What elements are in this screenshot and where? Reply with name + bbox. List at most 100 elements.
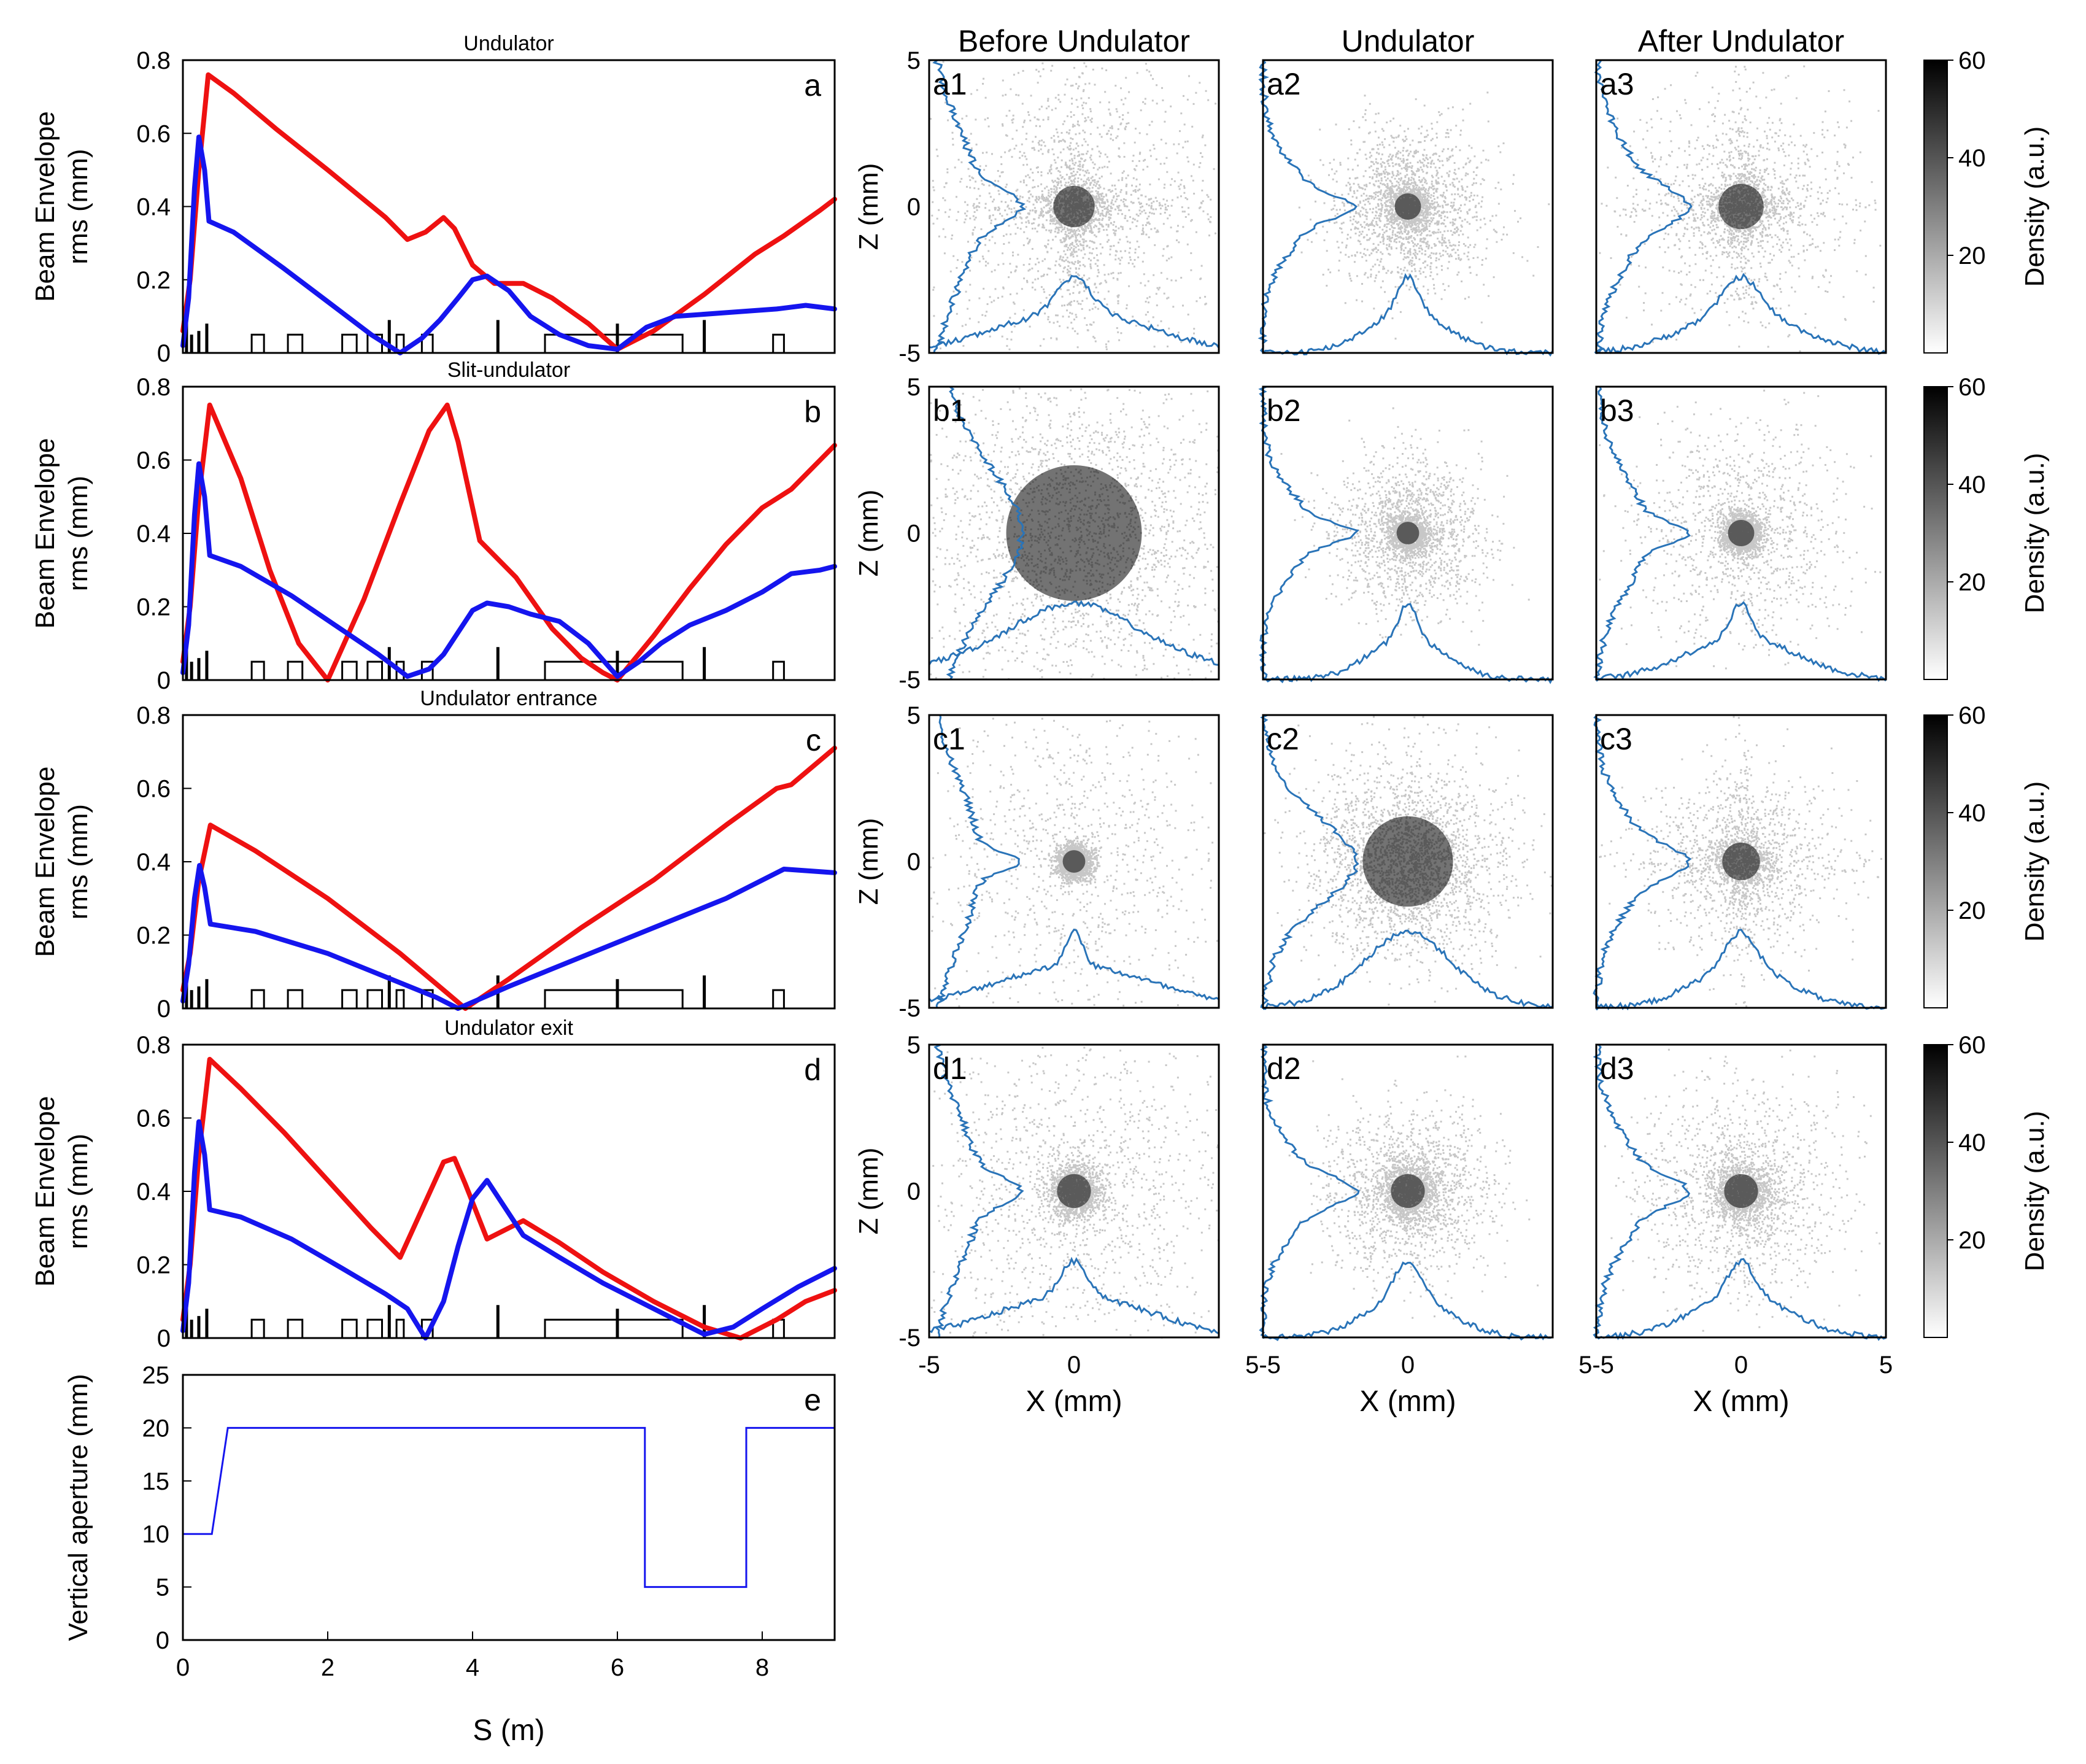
- y-axis-label: rms (mm): [63, 149, 93, 264]
- profile-x: [1262, 1261, 1553, 1341]
- panel-letter: d3: [1600, 1051, 1634, 1086]
- panel-letter: c1: [933, 722, 965, 756]
- colorbar-tick-label: 60: [1958, 1032, 1986, 1059]
- series-line-aperture: [183, 1426, 835, 1588]
- y-tick-label: 0.2: [136, 267, 171, 294]
- column-title: Undulator: [1342, 24, 1475, 58]
- series-line-blue: [180, 461, 837, 679]
- profile-z: [933, 1043, 1024, 1338]
- density-panel-a1: a1 -5 0 5 Z (mm): [854, 47, 1220, 367]
- panel-letter: a1: [933, 67, 967, 101]
- column-title: Before Undulator: [958, 24, 1190, 58]
- x-tick-label: 8: [755, 1654, 769, 1681]
- y-axis-label: Vertical aperture (mm): [63, 1374, 93, 1641]
- colorbar-tick-label: 20: [1958, 897, 1986, 924]
- panel-title-d: Undulator exit: [444, 1016, 573, 1040]
- y-tick-label: 0.6: [136, 776, 171, 803]
- density-points: [1264, 716, 1553, 1006]
- density-core: [1728, 520, 1755, 546]
- panel-letter: d1: [933, 1051, 967, 1086]
- colorbar-label: Density (a.u.): [2020, 1111, 2050, 1272]
- y-tick-label: 5: [907, 47, 921, 74]
- profile-z: [946, 385, 1026, 680]
- density-core: [1396, 522, 1420, 544]
- y-tick-label: 5: [907, 374, 921, 401]
- y-tick-label: 10: [142, 1521, 170, 1548]
- series-line-red: [180, 72, 837, 352]
- series-line-blue: [180, 1119, 837, 1340]
- y-tick-label: 0.8: [136, 47, 171, 74]
- colorbar-tick-label: 60: [1958, 47, 1986, 74]
- density-core: [1006, 465, 1142, 601]
- x-axis-label: X (mm): [1693, 1385, 1789, 1418]
- panel-title-a: Undulator: [463, 32, 554, 55]
- y-tick-label: 5: [907, 702, 921, 729]
- axis-frame: [182, 59, 836, 354]
- panel-letter-d: d: [804, 1053, 821, 1087]
- profile-z: [1259, 1043, 1360, 1339]
- y-tick-label: -5: [898, 1325, 921, 1352]
- y-axis-label: Beam Envelope: [30, 438, 60, 629]
- profile-x: [928, 600, 1219, 666]
- colorbar-tick-label: 40: [1958, 471, 1986, 498]
- density-core: [1394, 193, 1421, 220]
- y-tick-label: 5: [907, 1032, 921, 1059]
- profile-z: [1593, 1044, 1691, 1338]
- y-tick-label: 0.8: [136, 374, 171, 401]
- x-tick-label: 0: [1401, 1352, 1415, 1379]
- panel-letter: c2: [1267, 722, 1299, 756]
- y-tick-label: 25: [142, 1362, 170, 1389]
- panel-letter: b2: [1267, 393, 1301, 428]
- density-core: [1057, 1174, 1091, 1209]
- y-tick-label: 0: [157, 996, 171, 1023]
- y-tick-label: 5: [156, 1574, 169, 1601]
- profile-x: [1263, 929, 1553, 1010]
- profile-z: [1593, 386, 1691, 681]
- panel-letter: a2: [1267, 67, 1301, 101]
- profile-x: [1262, 603, 1554, 684]
- density-panel-b3: b3: [1593, 385, 1887, 683]
- profile-z: [1593, 714, 1692, 1008]
- y-tick-label: 0: [907, 194, 921, 221]
- panel-letter: d2: [1267, 1051, 1301, 1086]
- lattice-outline: [183, 989, 835, 1010]
- y-tick-label: 0.2: [136, 923, 171, 950]
- colorbar-fill: [1923, 714, 1948, 1008]
- x-tick-label: 2: [321, 1654, 334, 1681]
- envelope-panel-a: Undulator a 0 0.2 0.4 0.6 0.8 Beam Envelope rms …: [30, 32, 837, 367]
- colorbar-tick-label: 60: [1958, 374, 1986, 401]
- y-tick-label: 0.6: [136, 447, 171, 474]
- profile-z: [1258, 385, 1360, 680]
- axis-frame: [182, 1043, 836, 1339]
- density-plots: Before Undulator Undulator After Undulator…: [854, 24, 2050, 1418]
- colorbar-fill: [1923, 386, 1948, 680]
- series-line-red: [180, 1056, 837, 1340]
- y-axis-label: Beam Envelope: [30, 767, 60, 957]
- x-tick-label: -5: [918, 1352, 940, 1379]
- density-core: [1391, 1174, 1425, 1209]
- profile-x: [1595, 1258, 1887, 1341]
- density-panel-c2: c2: [1260, 714, 1554, 1010]
- axis-frame: [928, 59, 1220, 354]
- density-panel-a3: a3: [1594, 59, 1887, 355]
- y-tick-label: 0.4: [136, 194, 171, 221]
- density-panel-c1: c1 -5 0 5 Z (mm): [854, 702, 1220, 1022]
- profile-x: [1596, 601, 1887, 683]
- colorbar: 20 40 60 Density (a.u.): [1923, 47, 2050, 354]
- x-axis-label: X (mm): [1026, 1385, 1122, 1418]
- panel-letter: c3: [1600, 722, 1632, 756]
- density-core: [1718, 184, 1764, 230]
- y-axis-label: Z (mm): [854, 163, 884, 250]
- x-tick-label: 4: [466, 1654, 479, 1681]
- axis-frame: [182, 385, 836, 681]
- y-tick-label: 0.4: [136, 1178, 171, 1205]
- colorbar-tick-label: 20: [1958, 1227, 1986, 1254]
- colorbar: 20 40 60 Density (a.u.): [1923, 702, 2050, 1008]
- y-tick-label: 0.4: [136, 520, 171, 547]
- series-line-red: [180, 745, 837, 1011]
- profile-z: [935, 714, 1020, 1008]
- x-tick-label: 0: [1734, 1352, 1748, 1379]
- y-tick-label: 20: [142, 1415, 170, 1442]
- x-tick-label: 0: [1067, 1352, 1081, 1379]
